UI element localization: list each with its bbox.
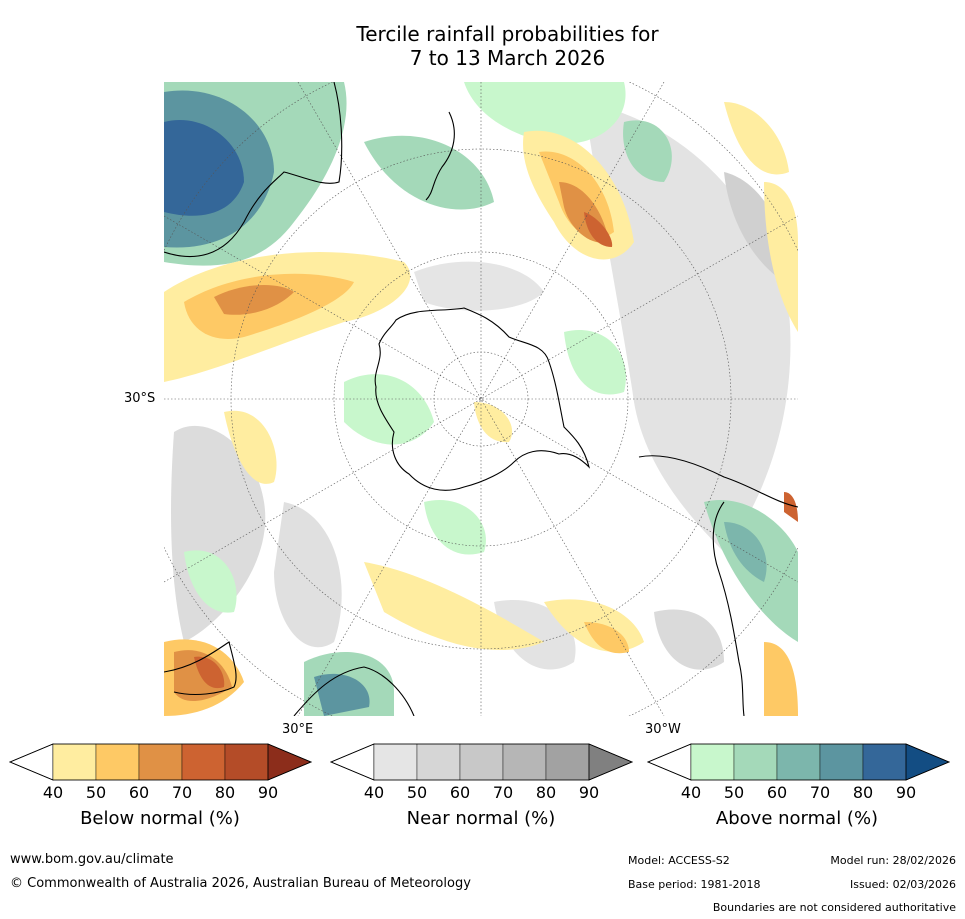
- colorbar-above-tick: 60: [766, 783, 788, 802]
- colorbar-below-tick: 40: [42, 783, 64, 802]
- colorbar-near-tick: 40: [363, 783, 385, 802]
- colorbar-near-segment: [545, 743, 590, 781]
- polar-map-svg: [164, 82, 798, 716]
- colorbar-above-lower-extend: [646, 743, 692, 781]
- graticule: [164, 82, 798, 716]
- colorbar-above-segment: [690, 743, 735, 781]
- colorbar-above-label: Above normal (%): [715, 808, 879, 829]
- colorbar-below-segment: [52, 743, 97, 781]
- model-run-text: Model run: 28/02/2026: [830, 854, 956, 867]
- below-normal-regions: [164, 102, 798, 716]
- colorbar-above-segment: [819, 743, 864, 781]
- colorbar-near-tick: 50: [406, 783, 428, 802]
- colorbar-near-normal: [329, 743, 634, 781]
- colorbar-near-normal-svg: [329, 743, 634, 781]
- disclaimer-text: Boundaries are not considered authoritat…: [712, 901, 956, 914]
- colorbar-below-tick: 90: [257, 783, 279, 802]
- australia-coast: [164, 82, 343, 258]
- colorbar-above-upper-extend: [905, 743, 951, 781]
- colorbar-near-upper-extend: [588, 743, 634, 781]
- colorbar-above-outline: [646, 743, 951, 781]
- issued-text: Issued: 02/03/2026: [849, 878, 956, 891]
- title-line-1: Tercile rainfall probabilities for: [356, 22, 659, 46]
- antarctica-coast: [374, 307, 591, 491]
- colorbar-near-lower-extend: [329, 743, 375, 781]
- colorbar-below-segment: [224, 743, 269, 781]
- colorbar-below-normal-svg: [8, 743, 313, 781]
- lon-label-30w: 30°W: [645, 722, 681, 737]
- colorbar-above-normal: [646, 743, 951, 781]
- colorbar-above-segment: [776, 743, 821, 781]
- colorbar-below-segment: [95, 743, 140, 781]
- copyright-text: © Commonwealth of Australia 2026, Austra…: [10, 876, 471, 891]
- colorbar-near-label: Near normal (%): [406, 808, 556, 829]
- lat-label-30s: 30°S: [124, 391, 156, 406]
- colorbar-above-segment: [733, 743, 778, 781]
- colorbar-near-tick: 60: [449, 783, 471, 802]
- africa-coast: [164, 641, 415, 716]
- model-text: Model: ACCESS-S2: [628, 854, 730, 867]
- colorbar-above-tick: 90: [895, 783, 917, 802]
- title-line-2: 7 to 13 March 2026: [409, 46, 606, 70]
- colorbar-near-segment: [502, 743, 547, 781]
- colorbar-below-tick: 70: [171, 783, 193, 802]
- colorbar-near-segment: [459, 743, 504, 781]
- colorbar-above-tick: 50: [723, 783, 745, 802]
- colorbar-above-tick: 40: [680, 783, 702, 802]
- colorbar-near-outline: [329, 743, 634, 781]
- colorbar-above-segment: [862, 743, 907, 781]
- colorbar-near-segment: [373, 743, 418, 781]
- colorbar-below-upper-extend: [267, 743, 313, 781]
- colorbar-above-tick: 70: [809, 783, 831, 802]
- colorbar-below-normal: [8, 743, 313, 781]
- website-link[interactable]: www.bom.gov.au/climate: [10, 852, 174, 867]
- new-zealand-coast: [425, 111, 455, 201]
- above-normal-regions: [164, 82, 798, 716]
- colorbar-near-segment: [416, 743, 461, 781]
- colorbar-below-outline: [8, 743, 313, 781]
- south-america-coast: [638, 455, 798, 716]
- coastlines: [164, 82, 798, 716]
- colorbar-below-lower-extend: [8, 743, 54, 781]
- colorbar-below-segment: [181, 743, 226, 781]
- lon-label-30e: 30°E: [282, 722, 314, 737]
- colorbar-below-segment: [138, 743, 183, 781]
- colorbar-near-tick: 90: [578, 783, 600, 802]
- colorbar-below-label: Below normal (%): [80, 808, 240, 829]
- base-period-text: Base period: 1981-2018: [628, 878, 761, 891]
- colorbar-above-tick: 80: [852, 783, 874, 802]
- colorbar-near-tick: 80: [535, 783, 557, 802]
- polar-map: [164, 82, 798, 716]
- colorbar-near-tick: 70: [492, 783, 514, 802]
- colorbar-above-normal-svg: [646, 743, 951, 781]
- colorbar-below-tick: 80: [214, 783, 236, 802]
- map-title: Tercile rainfall probabilities for 7 to …: [0, 22, 965, 70]
- colorbar-below-tick: 50: [85, 783, 107, 802]
- colorbar-below-tick: 60: [128, 783, 150, 802]
